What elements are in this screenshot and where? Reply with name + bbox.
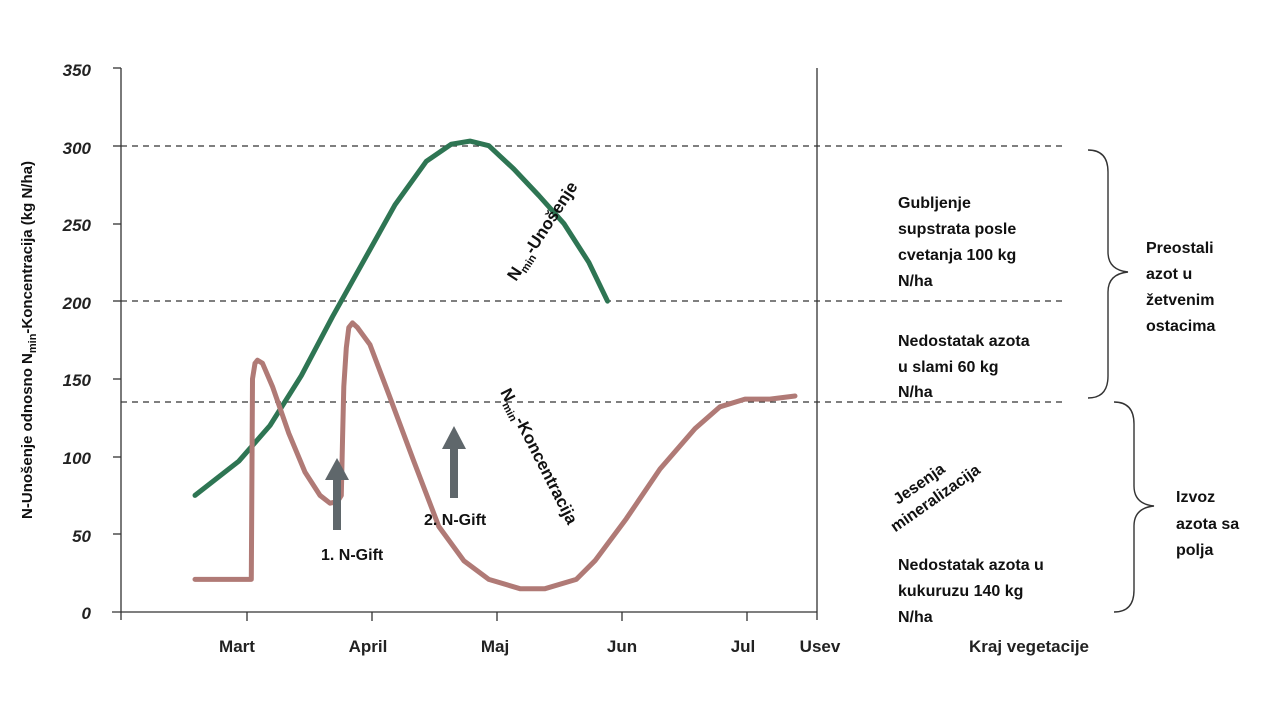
- izvoz-line: azota sa: [1176, 516, 1239, 533]
- annotation-nedostatak-slama: Nedostatak azota u slami 60 kg N/ha: [898, 333, 1030, 401]
- nedostatak-slama-line: N/ha: [898, 384, 933, 401]
- x-tick-label: Jun: [607, 637, 637, 656]
- annotation-nedostatak-kukuruz: Nedostatak azota u kukuruzu 140 kg N/ha: [898, 557, 1044, 626]
- preostali-line: azot u: [1146, 266, 1192, 283]
- x-tick-label: Mart: [219, 637, 255, 656]
- gubljenje-line: Gubljenje: [898, 195, 971, 212]
- x-tick-label: Usev: [800, 637, 841, 656]
- series-label-koncentracija: Nmin-Koncentracija: [494, 385, 582, 529]
- axes: [112, 67, 818, 621]
- series-line-koncentracija: [192, 320, 798, 592]
- preostali-line: Preostali: [1146, 240, 1214, 257]
- x-tick-label: Maj: [481, 637, 509, 656]
- ngift-1-label: 1. N-Gift: [321, 547, 384, 564]
- y-tick-label: 250: [62, 216, 92, 235]
- nedostatak-kukuruz-line: kukuruzu 140 kg: [898, 583, 1023, 600]
- arrow-ngift-1: [325, 458, 349, 530]
- y-tick-label: 100: [63, 449, 92, 468]
- brace-izvoz: [1113, 401, 1155, 613]
- nedostatak-slama-line: Nedostatak azota: [898, 333, 1030, 350]
- x-tick-labels: Mart April Maj Jun Jul Usev Kraj vegetac…: [219, 637, 1089, 656]
- arrow-ngift-2: [442, 426, 466, 498]
- y-tick-label: 300: [63, 139, 92, 158]
- preostali-line: žetvenim: [1146, 292, 1214, 309]
- gubljenje-line: N/ha: [898, 273, 933, 290]
- y-tick-label: 50: [72, 527, 91, 546]
- annotation-gubljenje: Gubljenje supstrata posle cvetanja 100 k…: [898, 195, 1016, 290]
- brace-preostali: [1087, 149, 1129, 399]
- series-line-unosenje: [192, 138, 610, 498]
- jesenja-mineralizacija-label: Jesenja mineralizacija: [888, 461, 984, 536]
- y-tick-label: 150: [63, 371, 92, 390]
- x-tick-label: Jul: [731, 637, 756, 656]
- annotation-preostali: Preostali azot u žetvenim ostacima: [1146, 240, 1215, 335]
- gubljenje-line: cvetanja 100 kg: [898, 247, 1016, 264]
- y-tick-labels: 350 300 250 200 150 100 50 0: [62, 61, 92, 623]
- y-tick-label: 200: [62, 294, 92, 313]
- izvoz-line: Izvoz: [1176, 489, 1215, 506]
- y-axis-label: N-Unošenje odnosno Nmin-Koncentracija (k…: [19, 161, 39, 519]
- izvoz-line: polja: [1176, 542, 1213, 559]
- ngift-2-label: 2. N-Gift: [424, 512, 487, 529]
- annotation-izvoz: Izvoz azota sa polja: [1176, 489, 1239, 559]
- y-tick-label: 0: [82, 604, 92, 623]
- y-tick-label: 350: [63, 61, 92, 80]
- preostali-line: ostacima: [1146, 318, 1215, 335]
- gubljenje-line: supstrata posle: [898, 221, 1016, 238]
- nedostatak-kukuruz-line: Nedostatak azota u: [898, 557, 1044, 574]
- x-tick-label: Kraj vegetacije: [969, 637, 1089, 656]
- x-tick-label: April: [349, 637, 388, 656]
- nedostatak-kukuruz-line: N/ha: [898, 609, 933, 626]
- nedostatak-slama-line: u slami 60 kg: [898, 359, 999, 376]
